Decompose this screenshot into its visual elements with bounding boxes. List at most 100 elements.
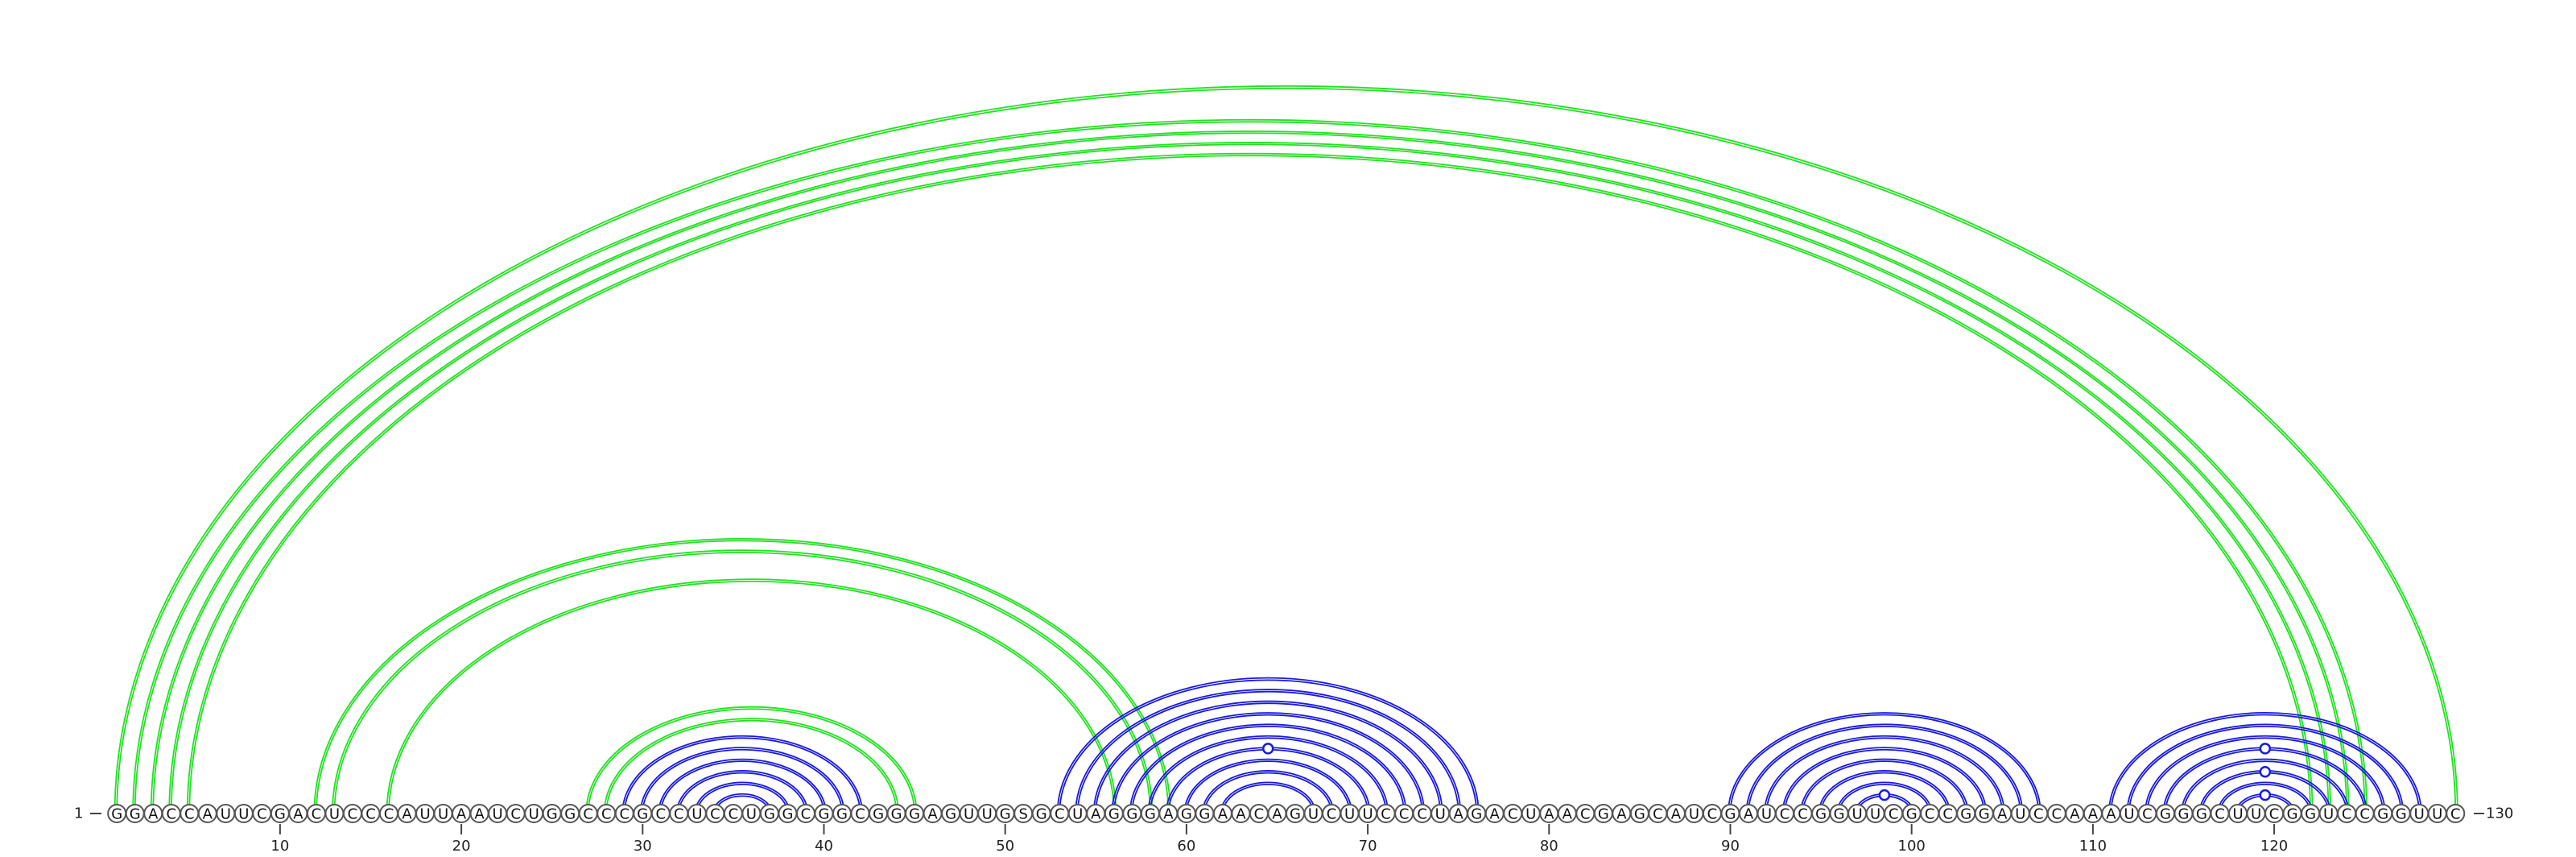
nucleotide-52-letter: G <box>1036 806 1047 823</box>
base-pair-arc-56-73-outer <box>1111 712 1426 814</box>
nucleotide-36-letter: U <box>746 806 757 823</box>
base-pair-arc-33-38-outer <box>694 781 791 814</box>
nucleotide-88-letter: U <box>1689 806 1699 823</box>
nucleotide-107-letter: C <box>2033 806 2044 823</box>
base-pair-arc-3-124-outer <box>150 130 2350 814</box>
nucleotide-97-letter: U <box>1852 806 1863 823</box>
nucleotide-90-letter: G <box>1725 806 1736 823</box>
nucleotide-37-letter: G <box>764 806 775 823</box>
nucleotide-78-letter: C <box>1508 806 1518 823</box>
base-pair-arc-95-102-inner <box>1820 772 1949 814</box>
nucleotide-93-letter: C <box>1780 806 1790 823</box>
base-pair-arc-1-130-inner <box>116 87 2457 814</box>
nucleotide-109-letter: A <box>2070 806 2080 823</box>
position-axis: 10 20 30 40 50 60 70 80 90 100 110 120 <box>270 824 2288 855</box>
nucleotide-102-letter: C <box>1942 806 1953 823</box>
nucleotide-35-letter: C <box>729 806 739 823</box>
tick-label-60: 60 <box>1177 838 1195 855</box>
nucleotide-100-letter: G <box>1906 806 1918 823</box>
base-pair-arc-91-106-inner <box>1748 726 2021 814</box>
base-pair-arc-55-74-inner <box>1095 702 1442 814</box>
nucleotide-5-letter: C <box>184 806 195 823</box>
nucleotide-43-letter: G <box>873 806 884 823</box>
nucleotide-120-letter: C <box>2269 806 2280 823</box>
base-pair-arc-92-105-outer <box>1764 735 2005 814</box>
nucleotide-115-letter: G <box>2178 806 2190 823</box>
nucleotide-126-letter: G <box>2377 806 2388 823</box>
nucleotide-113-letter: C <box>2142 806 2153 823</box>
nucleotide-22-letter: U <box>493 806 503 823</box>
base-pair-arc-96-101-outer <box>1836 781 1933 814</box>
tick-label-30: 30 <box>634 838 652 855</box>
nucleotide-51-letter: S <box>1018 806 1027 823</box>
base-pair-arc-62-67-outer <box>1220 781 1317 814</box>
tick-label-70: 70 <box>1359 838 1377 855</box>
nucleotide-74-letter: U <box>1435 806 1446 823</box>
tick-label-90: 90 <box>1721 838 1740 855</box>
base-pair-arc-27-45-outer <box>585 706 918 814</box>
nucleotide-46-letter: A <box>927 806 938 823</box>
nucleotide-127-letter: G <box>2396 806 2407 823</box>
nucleotide-27-letter: C <box>583 806 593 823</box>
base-pair-arc-55-74-outer <box>1092 700 1443 814</box>
base-pair-arc-57-72-outer <box>1129 723 1407 814</box>
nucleotide-8-letter: U <box>238 806 249 823</box>
base-pair-arc-54-75-inner <box>1076 690 1459 814</box>
nucleotide-110-letter: A <box>2088 806 2099 823</box>
nucleotide-103-letter: G <box>1960 806 1971 823</box>
nucleotide-108-letter: C <box>2052 806 2062 823</box>
nucleotide-38-letter: G <box>782 806 793 823</box>
base-pair-arc-53-76-outer <box>1056 677 1480 814</box>
base-pair-arc-12-59-outer <box>313 537 1171 814</box>
nucleotide-71-letter: C <box>1381 806 1391 823</box>
nucleotide-119-letter: U <box>2251 806 2261 823</box>
tick-label-10: 10 <box>270 838 289 855</box>
nucleotide-62-letter: A <box>1218 806 1228 823</box>
wobble-marker-97-100 <box>1878 789 1891 801</box>
base-pair-arc-30-41-inner <box>642 748 843 814</box>
nucleotide-91-letter: A <box>1744 806 1754 823</box>
nucleotide-116-letter: G <box>2196 806 2207 823</box>
base-pair-arc-2-125-inner <box>134 121 2366 814</box>
nucleotide-92-letter: U <box>1761 806 1772 823</box>
sequence-end-label: 130 <box>2486 805 2513 822</box>
nucleotide-2-letter: G <box>130 806 141 823</box>
base-pair-arc-117-122-outer <box>2217 781 2314 814</box>
base-pair-arc-13-58-outer <box>331 549 1154 814</box>
base-pair-arc-93-104-inner <box>1784 748 1985 814</box>
base-pair-arc-5-122-outer <box>186 152 2314 814</box>
wobble-marker-114-125 <box>2259 743 2272 755</box>
nucleotide-11-letter: A <box>293 806 303 823</box>
base-pair-arcs <box>114 85 2458 814</box>
nucleotide-41-letter: G <box>836 806 848 823</box>
base-pair-arc-29-42-outer <box>621 735 864 814</box>
nucleotide-111-letter: A <box>2106 806 2116 823</box>
nucleotide-17-letter: A <box>402 806 412 823</box>
tick-label-100: 100 <box>1898 838 1926 855</box>
nucleotide-20-letter: A <box>456 806 467 823</box>
base-pair-arc-111-128-inner <box>2110 714 2421 814</box>
nucleotide-106-letter: U <box>2015 806 2025 823</box>
nucleotide-114-letter: G <box>2160 806 2171 823</box>
nucleotide-42-letter: C <box>855 806 865 823</box>
nucleotide-98-letter: U <box>1870 806 1880 823</box>
base-pair-arc-29-42-inner <box>623 737 861 814</box>
nucleotide-89-letter: C <box>1707 806 1718 823</box>
base-pair-arc-31-40-outer <box>658 758 827 814</box>
base-pair-arc-28-44-outer <box>603 718 900 814</box>
nucleotide-24-letter: U <box>529 806 539 823</box>
nucleotide-6-letter: A <box>203 806 213 823</box>
base-pair-arc-115-124-outer <box>2180 758 2350 814</box>
nucleotide-32-letter: C <box>674 806 684 823</box>
nucleotide-53-letter: C <box>1055 806 1065 823</box>
base-pair-arc-62-67-inner <box>1222 784 1315 814</box>
nucleotide-9-letter: C <box>257 806 267 823</box>
nucleotide-1-letter: G <box>111 806 122 823</box>
tick-label-50: 50 <box>996 838 1014 855</box>
nucleotide-123-letter: U <box>2323 806 2334 823</box>
base-pair-arc-59-70-outer <box>1165 747 1371 814</box>
nucleotide-130-circle <box>2446 804 2466 823</box>
base-pair-arc-115-124-inner <box>2182 760 2348 814</box>
nucleotide-128-letter: U <box>2414 806 2425 823</box>
